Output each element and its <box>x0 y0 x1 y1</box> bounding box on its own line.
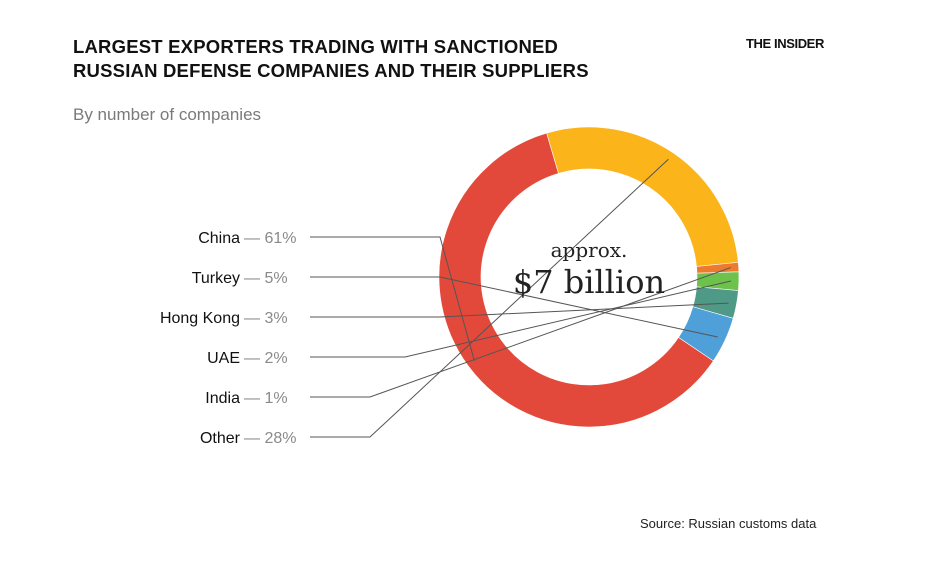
value-china: — 61% <box>244 230 296 247</box>
label-china: China <box>198 230 240 247</box>
leader-china <box>310 236 475 361</box>
leader-turkey <box>310 276 718 338</box>
label-hong-kong: Hong Kong <box>160 310 240 327</box>
value-turkey: — 5% <box>244 270 288 287</box>
slice-labels: China — 61% Turkey — 5% Hong Kong — 3% UAE — 2%… <box>160 230 297 447</box>
label-other: Other <box>200 430 241 447</box>
title-line-1: LARGEST EXPORTERS TRADING WITH SANCTIONE… <box>73 36 559 57</box>
label-turkey: Turkey <box>192 270 240 287</box>
brand-logo: THE INSIDER <box>746 36 824 51</box>
value-uae: — 2% <box>244 350 288 367</box>
center-label-main: $7 billion <box>513 263 665 301</box>
value-hong-kong: — 3% <box>244 310 288 327</box>
leader-lines <box>310 158 732 438</box>
source-note: Source: Russian customs data <box>640 516 817 531</box>
slice-china <box>438 132 714 428</box>
leader-hong-kong <box>310 302 729 318</box>
value-india: — 1% <box>244 390 288 407</box>
leader-india <box>310 267 731 398</box>
value-other: — 28% <box>244 430 296 447</box>
chart-title: LARGEST EXPORTERS TRADING WITH SANCTIONE… <box>73 35 673 83</box>
title-line-2: RUSSIAN DEFENSE COMPANIES AND THEIR SUPP… <box>73 60 589 81</box>
leader-other <box>310 158 669 438</box>
slice-turkey <box>678 306 734 362</box>
chart-subtitle: By number of companies <box>73 105 262 124</box>
center-label-top: approx. <box>551 238 628 262</box>
label-india: India <box>205 390 240 407</box>
label-uae: UAE <box>207 350 240 367</box>
